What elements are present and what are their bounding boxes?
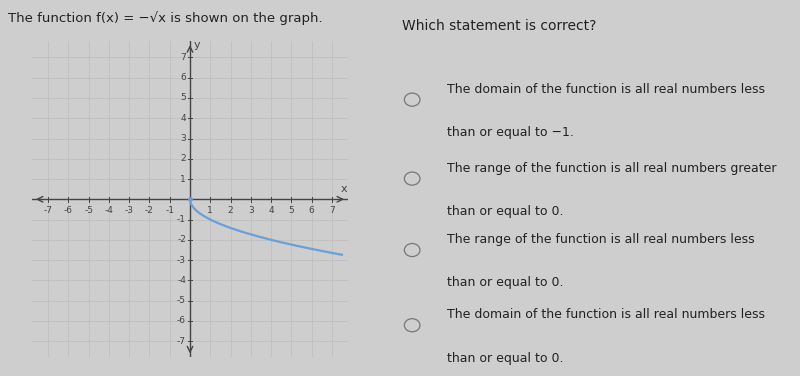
Text: -7: -7	[177, 337, 186, 346]
Text: 3: 3	[180, 134, 186, 143]
Text: -1: -1	[177, 215, 186, 224]
Text: than or equal to 0.: than or equal to 0.	[447, 352, 563, 365]
Text: 7: 7	[180, 53, 186, 62]
Text: than or equal to 0.: than or equal to 0.	[447, 205, 563, 218]
Text: 7: 7	[329, 206, 334, 215]
Text: -4: -4	[105, 206, 114, 215]
Text: 2: 2	[180, 154, 186, 163]
Text: 1: 1	[207, 206, 213, 215]
Text: than or equal to 0.: than or equal to 0.	[447, 276, 563, 290]
Text: 6: 6	[309, 206, 314, 215]
Text: 2: 2	[228, 206, 234, 215]
Text: 4: 4	[268, 206, 274, 215]
Text: The range of the function is all real numbers greater: The range of the function is all real nu…	[447, 162, 777, 175]
Text: -6: -6	[64, 206, 73, 215]
Text: -4: -4	[177, 276, 186, 285]
Text: The domain of the function is all real numbers less: The domain of the function is all real n…	[447, 83, 765, 96]
Text: 5: 5	[289, 206, 294, 215]
Text: y: y	[194, 40, 201, 50]
Text: -2: -2	[145, 206, 154, 215]
Text: 5: 5	[180, 94, 186, 103]
Text: -5: -5	[84, 206, 94, 215]
Text: The domain of the function is all real numbers less: The domain of the function is all real n…	[447, 308, 765, 321]
Text: x: x	[341, 184, 347, 194]
Text: 3: 3	[248, 206, 254, 215]
Text: 6: 6	[180, 73, 186, 82]
Text: 4: 4	[180, 114, 186, 123]
Text: Which statement is correct?: Which statement is correct?	[402, 19, 596, 33]
Text: The function f(x) = −√x is shown on the graph.: The function f(x) = −√x is shown on the …	[8, 11, 322, 25]
Text: -7: -7	[44, 206, 53, 215]
Text: -2: -2	[177, 235, 186, 244]
Text: 1: 1	[180, 174, 186, 183]
Text: -3: -3	[177, 256, 186, 265]
Text: -1: -1	[166, 206, 174, 215]
Text: -5: -5	[177, 296, 186, 305]
Text: -6: -6	[177, 316, 186, 325]
Text: -3: -3	[125, 206, 134, 215]
Text: The range of the function is all real numbers less: The range of the function is all real nu…	[447, 233, 754, 246]
Text: than or equal to −1.: than or equal to −1.	[447, 126, 574, 139]
